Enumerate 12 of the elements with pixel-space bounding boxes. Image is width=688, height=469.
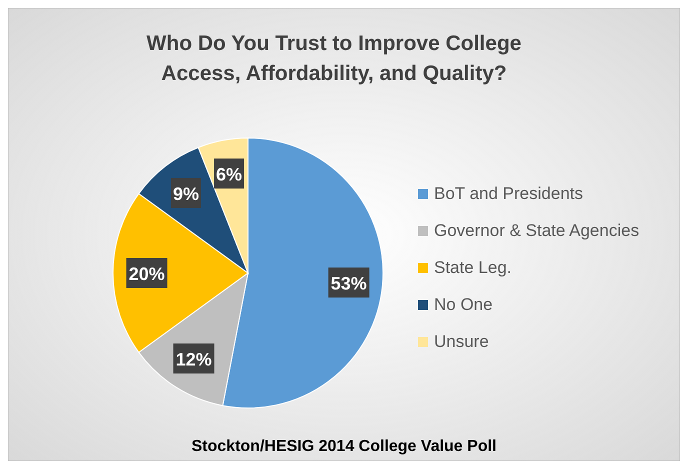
legend-label: Unsure — [434, 332, 489, 351]
data-label: 12% — [176, 349, 212, 370]
slice-label: BoT and Presidents — [434, 184, 583, 203]
legend-label: State Leg. — [434, 258, 512, 277]
legend-label: No One — [434, 295, 493, 314]
data-label: 9% — [172, 184, 199, 204]
data-label: 6% — [216, 164, 242, 185]
data-label: 53% — [330, 274, 367, 294]
chart-title: Who Do You Trust to Improve College Access, Affordability, and Quality? — [146, 32, 522, 85]
data-label: 20% — [128, 264, 165, 284]
legend-label: Governor & State Agencies — [434, 221, 640, 240]
text: Stockton/HESIG 2014 College Value Poll — [192, 438, 496, 455]
